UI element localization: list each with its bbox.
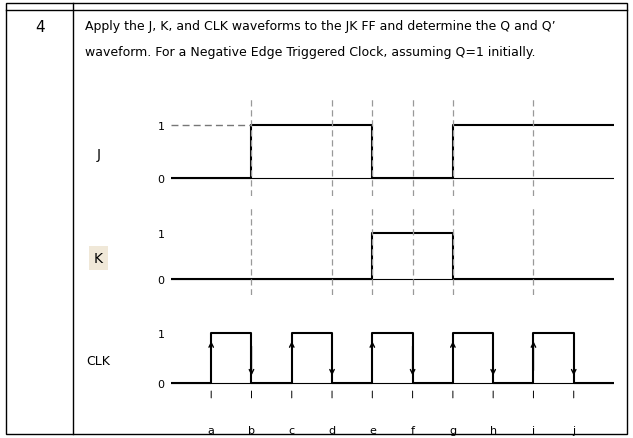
Text: J: J xyxy=(96,148,101,162)
Text: CLK: CLK xyxy=(87,354,110,367)
Text: K: K xyxy=(94,251,103,265)
Text: waveform. For a Negative Edge Triggered Clock, assuming Q=1 initially.: waveform. For a Negative Edge Triggered … xyxy=(85,46,536,59)
Text: Apply the J, K, and CLK waveforms to the JK FF and determine the Q and Q’: Apply the J, K, and CLK waveforms to the… xyxy=(85,20,556,33)
Text: 4: 4 xyxy=(35,20,45,35)
